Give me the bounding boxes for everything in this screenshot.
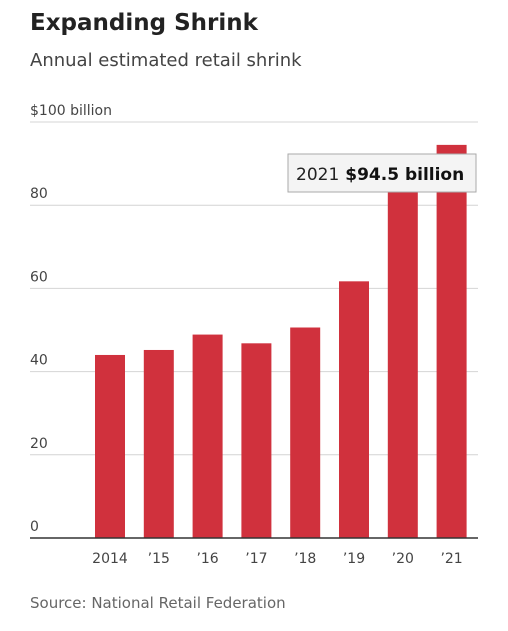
y-axis-tick-labels: 0 20 40 60 80 $100 billion — [30, 103, 112, 535]
x-tick-label-2: ’16 — [196, 551, 218, 567]
y-tick-label-80: 80 — [30, 186, 48, 202]
x-tick-label-4: ’18 — [294, 551, 316, 567]
bar-0 — [95, 354, 125, 538]
x-tick-label-0: 2014 — [92, 551, 128, 567]
x-tick-label-1: ’15 — [148, 551, 170, 567]
y-tick-label-60: 60 — [30, 269, 48, 285]
value-callout: 2021 $94.5 billion — [287, 153, 477, 193]
bar-3 — [241, 343, 272, 538]
bar-7 — [436, 144, 467, 538]
x-tick-label-6: ’20 — [392, 551, 414, 567]
callout-value: $94.5 billion — [345, 165, 464, 185]
bar-5 — [339, 281, 369, 538]
x-tick-label-3: ’17 — [245, 551, 267, 567]
bar-6 — [387, 160, 418, 538]
chart-title: Expanding Shrink — [30, 10, 258, 36]
x-tick-label-5: ’19 — [343, 551, 365, 567]
x-tick-label-7: ’21 — [440, 551, 462, 567]
y-tick-label-100: $100 billion — [30, 103, 112, 119]
callout-box — [287, 153, 477, 193]
y-tick-label-0: 0 — [30, 519, 39, 535]
x-axis-tick-labels: 2014 ’15 ’16 ’17 ’18 ’19 ’20 ’21 — [92, 551, 463, 567]
bar-1 — [143, 349, 174, 538]
y-tick-label-20: 20 — [30, 436, 48, 452]
callout-text: 2021 $94.5 billion — [296, 165, 464, 185]
y-tick-label-40: 40 — [30, 353, 48, 369]
chart-subtitle: Annual estimated retail shrink — [30, 50, 302, 71]
bar-2 — [192, 334, 223, 538]
callout-year: 2021 — [296, 165, 339, 185]
source-note: Source: National Retail Federation — [30, 594, 286, 612]
bar-4 — [290, 327, 321, 538]
bars — [95, 144, 467, 538]
